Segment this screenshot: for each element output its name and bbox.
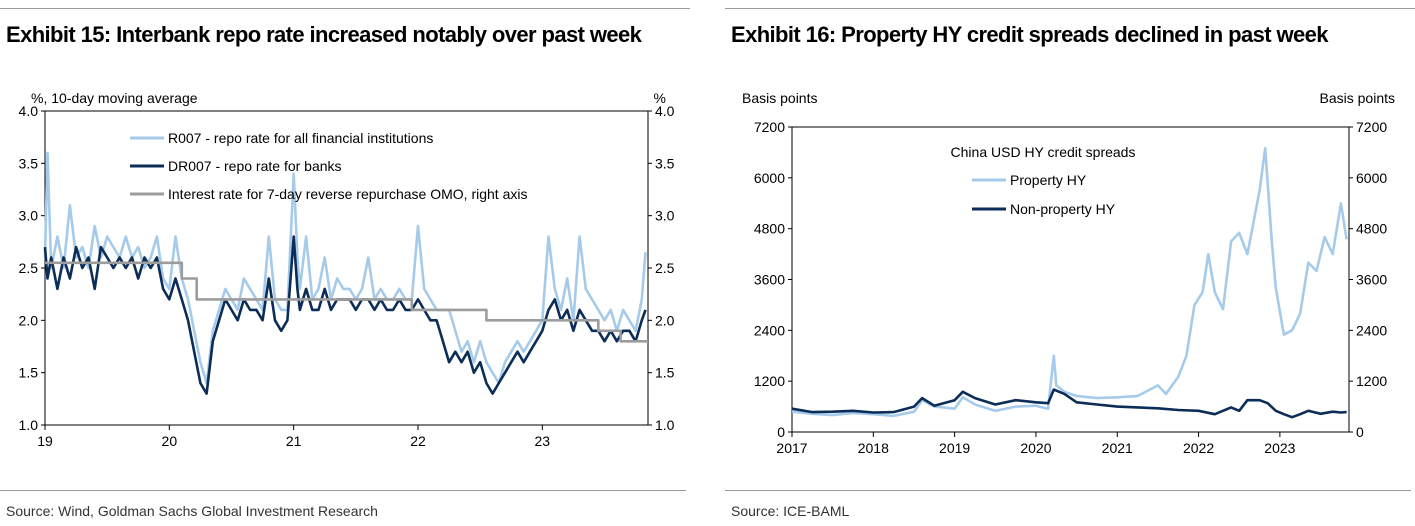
y-tick-label-right: 0 bbox=[1356, 424, 1364, 440]
y-tick-label-left: 4800 bbox=[754, 221, 785, 237]
y-tick-label-right: 1.5 bbox=[655, 365, 675, 381]
y-tick-label-right: 4800 bbox=[1356, 221, 1387, 237]
legend-label-1: Non-property HY bbox=[1010, 201, 1116, 217]
y-tick-label-right: 6000 bbox=[1356, 170, 1387, 186]
legend-label-2: Interest rate for 7-day reverse repurcha… bbox=[168, 186, 527, 202]
y-tick-label-left: 1.0 bbox=[19, 417, 39, 433]
x-tick-label: 19 bbox=[37, 433, 53, 449]
exhibit-16-panel: Exhibit 16: Property HY credit spreads d… bbox=[725, 0, 1415, 526]
x-tick-label: 2018 bbox=[858, 440, 889, 456]
x-tick-label: 21 bbox=[286, 433, 302, 449]
legend-title: China USD HY credit spreads bbox=[951, 144, 1136, 160]
y-tick-label-right: 1200 bbox=[1356, 373, 1387, 389]
x-tick-label: 2019 bbox=[939, 440, 970, 456]
y-tick-label-right: 2.0 bbox=[655, 312, 675, 328]
x-tick-label: 20 bbox=[162, 433, 178, 449]
x-tick-label: 2017 bbox=[776, 440, 807, 456]
exhibit-15-title: Exhibit 15: Interbank repo rate increase… bbox=[6, 22, 642, 47]
series-line-0 bbox=[791, 146, 1348, 418]
x-tick-label: 2020 bbox=[1020, 440, 1051, 456]
x-tick-label: 22 bbox=[410, 433, 426, 449]
y-axis-label-left: Basis points bbox=[742, 90, 817, 106]
legend-label-1: DR007 - repo rate for banks bbox=[168, 158, 342, 174]
y-tick-label-left: 3.0 bbox=[19, 208, 39, 224]
y-tick-label-left: 2400 bbox=[754, 322, 785, 338]
y-tick-label-left: 2.5 bbox=[19, 260, 39, 276]
series-line-1 bbox=[43, 235, 647, 395]
exhibit-16-title: Exhibit 16: Property HY credit spreads d… bbox=[731, 22, 1329, 47]
legend-label-0: R007 - repo rate for all financial insti… bbox=[168, 130, 433, 146]
y-tick-label-left: 3.5 bbox=[19, 155, 39, 171]
y-tick-label-left: 0 bbox=[777, 424, 785, 440]
bottom-rule bbox=[725, 490, 1411, 491]
y-axis-label-right: Basis points bbox=[1320, 90, 1395, 106]
exhibit-15-chart: 1.0 1.0 1.5 1.5 2.0 2.0 2.5 2.5 3.0 3.0 3.5 3.5 4.0 4… bbox=[19, 90, 675, 449]
legend-label-0: Property HY bbox=[1010, 172, 1087, 188]
y-tick-label-left: 2.0 bbox=[19, 312, 39, 328]
y-tick-label-right: 3600 bbox=[1356, 272, 1387, 288]
bottom-rule bbox=[0, 490, 686, 491]
y-tick-label-left: 3600 bbox=[754, 272, 785, 288]
y-tick-label-left: 1.5 bbox=[19, 365, 39, 381]
y-tick-label-right: 1.0 bbox=[655, 417, 675, 433]
y-tick-label-right: 3.0 bbox=[655, 208, 675, 224]
x-tick-label: 23 bbox=[535, 433, 551, 449]
y-tick-label-left: 1200 bbox=[754, 373, 785, 389]
x-tick-label: 2023 bbox=[1264, 440, 1295, 456]
y-axis-label-right: % bbox=[654, 90, 666, 106]
exhibit-15-panel: Exhibit 15: Interbank repo rate increase… bbox=[0, 0, 690, 526]
y-tick-label-left: 7200 bbox=[754, 119, 785, 135]
y-tick-label-right: 4.0 bbox=[655, 103, 675, 119]
exhibit-16-source: Source: ICE-BAML bbox=[731, 503, 850, 519]
y-tick-label-right: 2.5 bbox=[655, 260, 675, 276]
series-line-0 bbox=[43, 151, 647, 385]
top-rule bbox=[0, 8, 690, 9]
x-tick-label: 2022 bbox=[1183, 440, 1214, 456]
y-tick-label-right: 3.5 bbox=[655, 155, 675, 171]
y-tick-label-right: 7200 bbox=[1356, 119, 1387, 135]
top-rule bbox=[725, 8, 1415, 9]
y-tick-label-right: 2400 bbox=[1356, 322, 1387, 338]
exhibit-15-source: Source: Wind, Goldman Sachs Global Inves… bbox=[6, 503, 378, 519]
x-tick-label: 2021 bbox=[1102, 440, 1133, 456]
y-tick-label-left: 4.0 bbox=[19, 103, 39, 119]
exhibit-16-chart: 0 0 1200 1200 2400 2400 3600 3600 4800 4800 6000 60… bbox=[742, 90, 1395, 456]
y-axis-label-left: %, 10-day moving average bbox=[31, 90, 198, 106]
series-line-2 bbox=[45, 261, 648, 343]
series-line-1 bbox=[791, 388, 1347, 419]
y-tick-label-left: 6000 bbox=[754, 170, 785, 186]
